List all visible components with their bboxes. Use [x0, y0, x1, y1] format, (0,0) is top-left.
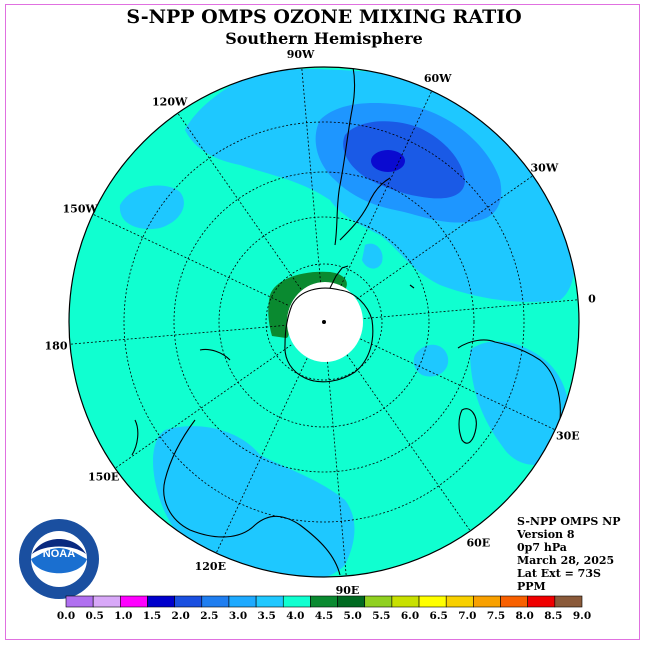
australia-coast: [163, 419, 341, 576]
antarctica-coast: [284, 287, 374, 383]
longitude-label: 60E: [466, 536, 490, 549]
colorbar-tick-label: 8.5: [544, 610, 562, 622]
colorbar-tick-label: 2.0: [172, 610, 190, 622]
field-region-3-3.5: [413, 344, 449, 377]
new-zealand: [131, 348, 231, 456]
info-date: March 28, 2025: [517, 554, 615, 567]
colorbar-tick-label: 3.0: [229, 610, 247, 622]
latitude-circle: [173, 171, 475, 473]
noaa-logo: NOAA: [19, 519, 99, 599]
colorbar-swatch: [201, 595, 230, 608]
field-region-3-3.5: [470, 341, 570, 465]
longitude-label: 30E: [556, 430, 580, 443]
colorbar-tick-label: 1.5: [143, 610, 161, 622]
south-georgia: [409, 284, 415, 289]
info-product: S-NPP OMPS NP: [517, 515, 621, 528]
longitude-label: 120E: [195, 560, 226, 573]
longitude-label: 30W: [531, 162, 559, 175]
colorbar-swatch: [364, 595, 393, 608]
latitude-circle: [265, 263, 383, 381]
colorbar-swatch: [174, 595, 203, 608]
colorbar-tick-label: 8.0: [516, 610, 534, 622]
madagascar: [458, 408, 477, 444]
colorbar-tick-label: 7.0: [458, 610, 476, 622]
map-subtitle: Southern Hemisphere: [225, 29, 423, 48]
field-region-3-3.5: [119, 185, 184, 230]
longitude-label: 180: [45, 339, 68, 352]
south-america-east-coast: [339, 177, 391, 241]
longitude-label: 0: [588, 293, 596, 306]
longitude-label: 90E: [336, 584, 360, 597]
map-title: S-NPP OMPS OZONE MIXING RATIO: [126, 6, 522, 28]
south-pole-dot: [322, 320, 326, 324]
colorbar-swatch: [310, 595, 338, 608]
colorbar-swatch: [500, 595, 528, 608]
graticule: [69, 67, 579, 577]
map-boundary: [68, 66, 580, 578]
longitude-label: 120W: [152, 96, 188, 109]
colorbar-tick-label: 4.5: [315, 610, 333, 622]
colorbar-tick-label: 0.0: [57, 610, 75, 622]
colorbar-tick-label: 7.5: [487, 610, 505, 622]
info-version: Version 8: [517, 528, 575, 541]
info-level: 0p7 hPa: [517, 541, 567, 554]
colorbar-swatch: [445, 595, 474, 608]
longitude-labels: 90W 60W 30W 0 30E 60E 90E 120E 150E 180 150W 120W: [45, 48, 597, 597]
colorbar-tick-label: 9.0: [573, 610, 591, 622]
colorbar-swatch: [120, 595, 148, 608]
antarctic-peninsula: [329, 265, 349, 289]
longitude-label: 90W: [287, 48, 315, 61]
logo-text: NOAA: [43, 548, 75, 560]
latitude-circle: [218, 216, 430, 428]
logo-wave: [31, 548, 87, 574]
colorbar-tick-label: 2.5: [200, 610, 218, 622]
colorbar-tick-label: 4.0: [286, 610, 304, 622]
field-region-3-3.5: [153, 426, 355, 577]
figure-frame: [5, 4, 640, 640]
colorbar-tick-label: 1.0: [114, 610, 132, 622]
colorbar-swatch: [527, 595, 556, 608]
south-america-coast: [334, 67, 411, 246]
colorbar-swatch: [473, 595, 501, 608]
longitude-label: 150E: [88, 470, 119, 483]
field-region-3-3.5: [362, 243, 383, 269]
info-lat-ext: Lat Ext = 73S: [517, 567, 601, 580]
colorbar-swatch: [337, 595, 366, 608]
colorbar-tick-label: 6.0: [401, 610, 419, 622]
colorbar-tick-label: 5.5: [372, 610, 390, 622]
colorbar-swatch: [282, 595, 311, 608]
colorbar-swatch: [147, 595, 175, 608]
colorbar-swatch: [255, 595, 284, 608]
colorbar-swatch: [92, 595, 121, 608]
colorbar-tick-label: 5.0: [344, 610, 362, 622]
colorbar-swatch: [418, 595, 447, 608]
longitude-label: 60W: [424, 72, 452, 85]
colorbar-swatch: [228, 595, 257, 608]
colorbar-swatch: [554, 595, 583, 608]
field-region-1.5-2: [371, 150, 405, 172]
colorbar-tick-label: 6.5: [430, 610, 448, 622]
colorbar-swatch: [65, 595, 94, 608]
colorbar-tick-label: 0.5: [86, 610, 104, 622]
latitude-circle: [123, 121, 525, 523]
longitude-label: 150W: [63, 202, 99, 215]
colorbar-tick-label: 3.5: [258, 610, 276, 622]
colorbar-swatch: [391, 595, 420, 608]
logo-gull: [32, 539, 86, 554]
info-units: PPM: [517, 580, 546, 593]
